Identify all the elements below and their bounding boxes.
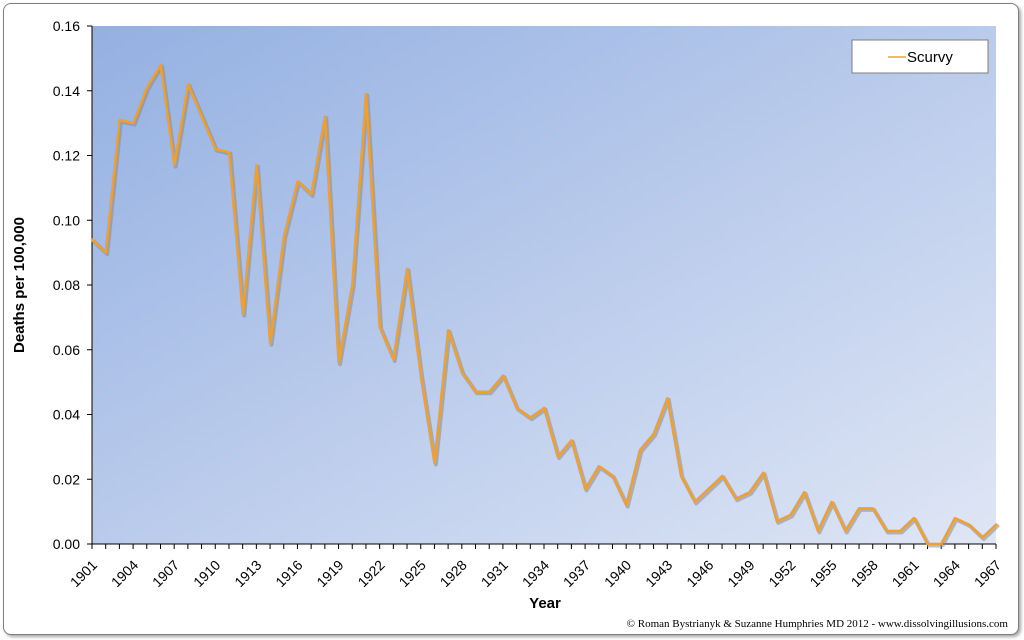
x-tick-label: 1967: [971, 557, 1004, 590]
x-tick-label: 1904: [108, 557, 141, 590]
x-tick-label: 1916: [272, 557, 305, 590]
x-tick-label: 1901: [67, 557, 100, 590]
plot-area: [92, 26, 996, 544]
y-tick-label: 0.04: [53, 407, 80, 423]
x-tick-label: 1949: [724, 557, 757, 590]
x-tick-label: 1946: [683, 557, 716, 590]
y-tick-label: 0.02: [53, 471, 80, 487]
x-tick-label: 1964: [930, 557, 963, 590]
x-tick-label: 1955: [806, 557, 839, 590]
x-tick-label: 1922: [354, 557, 387, 590]
x-tick-label: 1934: [519, 557, 552, 590]
series-line-scurvy[interactable]: [90, 63, 998, 546]
y-tick-label: 0.00: [53, 536, 80, 552]
x-tick-label: 1910: [190, 557, 223, 590]
y-tick-label: 0.10: [53, 212, 80, 228]
y-axis-title: Deaths per 100,000: [11, 217, 28, 353]
x-tick-label: 1913: [231, 557, 264, 590]
x-tick-label: 1928: [437, 557, 470, 590]
x-axis-title: Year: [529, 595, 561, 612]
y-tick-label: 0.16: [53, 18, 80, 34]
copyright-credit: © Roman Bystrianyk & Suzanne Humphries M…: [627, 618, 1009, 630]
legend-label: Scurvy: [907, 49, 953, 66]
x-tick-label: 1943: [642, 557, 675, 590]
y-tick-label: 0.08: [53, 277, 80, 293]
y-tick-label: 0.14: [53, 83, 80, 99]
x-tick-label: 1940: [601, 557, 634, 590]
x-tick-label: 1961: [889, 557, 922, 590]
y-tick-label: 0.12: [53, 148, 80, 164]
x-tick-label: 1958: [848, 557, 881, 590]
x-tick-label: 1937: [560, 557, 593, 590]
x-tick-label: 1907: [149, 557, 182, 590]
x-tick-label: 1925: [396, 557, 429, 590]
x-tick-label: 1952: [765, 557, 798, 590]
y-tick-label: 0.06: [53, 342, 80, 358]
x-tick-label: 1931: [478, 557, 511, 590]
x-tick-label: 1919: [313, 557, 346, 590]
legend[interactable]: Scurvy: [851, 39, 989, 74]
legend-box: [851, 39, 989, 74]
